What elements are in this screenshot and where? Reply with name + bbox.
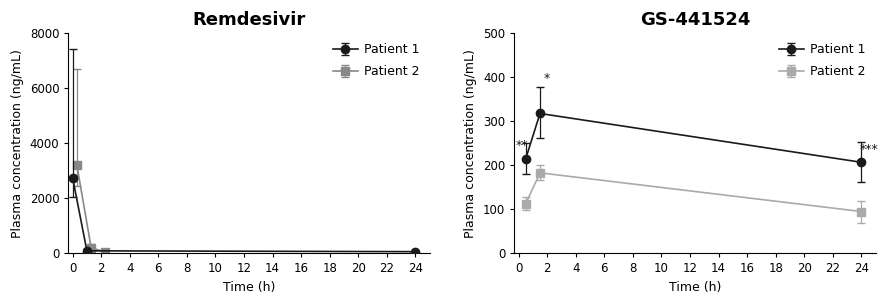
Title: Remdesivir: Remdesivir xyxy=(192,11,305,29)
Legend: Patient 1, Patient 2: Patient 1, Patient 2 xyxy=(329,40,424,82)
Text: ***: *** xyxy=(859,143,878,156)
Text: **: ** xyxy=(515,139,528,152)
Title: GS-441524: GS-441524 xyxy=(640,11,750,29)
X-axis label: Time (h): Time (h) xyxy=(222,281,275,294)
X-axis label: Time (h): Time (h) xyxy=(668,281,721,294)
Y-axis label: Plasma concentration (ng/mL): Plasma concentration (ng/mL) xyxy=(11,49,24,238)
Text: *: * xyxy=(544,72,550,85)
Y-axis label: Plasma concentration (ng/mL): Plasma concentration (ng/mL) xyxy=(465,49,477,238)
Legend: Patient 1, Patient 2: Patient 1, Patient 2 xyxy=(775,40,870,82)
